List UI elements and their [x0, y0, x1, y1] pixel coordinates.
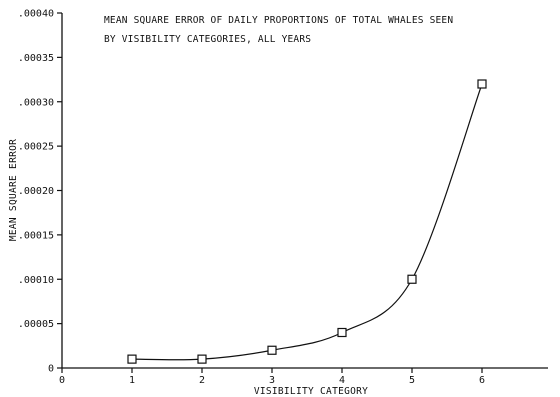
y-tick-label: .00005	[18, 319, 54, 330]
y-tick-label: .00020	[18, 186, 54, 197]
data-point-marker	[197, 354, 207, 364]
x-tick-label: 3	[269, 375, 275, 386]
y-tick-label: .00030	[18, 97, 54, 108]
y-tick-label: .00040	[18, 9, 54, 20]
x-tick-label: 6	[479, 375, 485, 386]
chart-title-line-1: MEAN SQUARE ERROR OF DAILY PROPORTIONS O…	[104, 15, 453, 26]
x-tick-label: 1	[129, 375, 135, 386]
x-tick-label: 4	[339, 375, 345, 386]
x-tick-label: 0	[59, 375, 65, 386]
x-axis-ticks: 0 1 2 3 4 5 6	[59, 368, 485, 386]
y-tick-label: .00015	[18, 230, 54, 241]
data-markers	[127, 79, 487, 364]
series-line	[131, 83, 483, 361]
data-point-marker	[407, 274, 417, 284]
x-tick-label: 5	[409, 375, 415, 386]
y-axis-ticks: 0 .00005 .00010 .00015 .00020 .00025 .00030 .00…	[18, 9, 62, 375]
y-axis-title: MEAN SQUARE ERROR	[8, 139, 19, 241]
y-tick-label: .00025	[18, 142, 54, 153]
y-tick-label: .00035	[18, 53, 54, 64]
data-point-marker	[337, 327, 347, 338]
data-point-marker	[267, 345, 277, 355]
x-axis-title: VISIBILITY CATEGORY	[254, 386, 368, 397]
y-tick-label: 0	[48, 364, 54, 375]
data-point-marker	[127, 354, 137, 364]
x-tick-label: 2	[199, 375, 205, 386]
y-tick-label: .00010	[18, 275, 54, 286]
chart-title-line-2: BY VISIBILITY CATEGORIES, ALL YEARS	[104, 34, 311, 45]
data-point-marker	[477, 79, 487, 89]
